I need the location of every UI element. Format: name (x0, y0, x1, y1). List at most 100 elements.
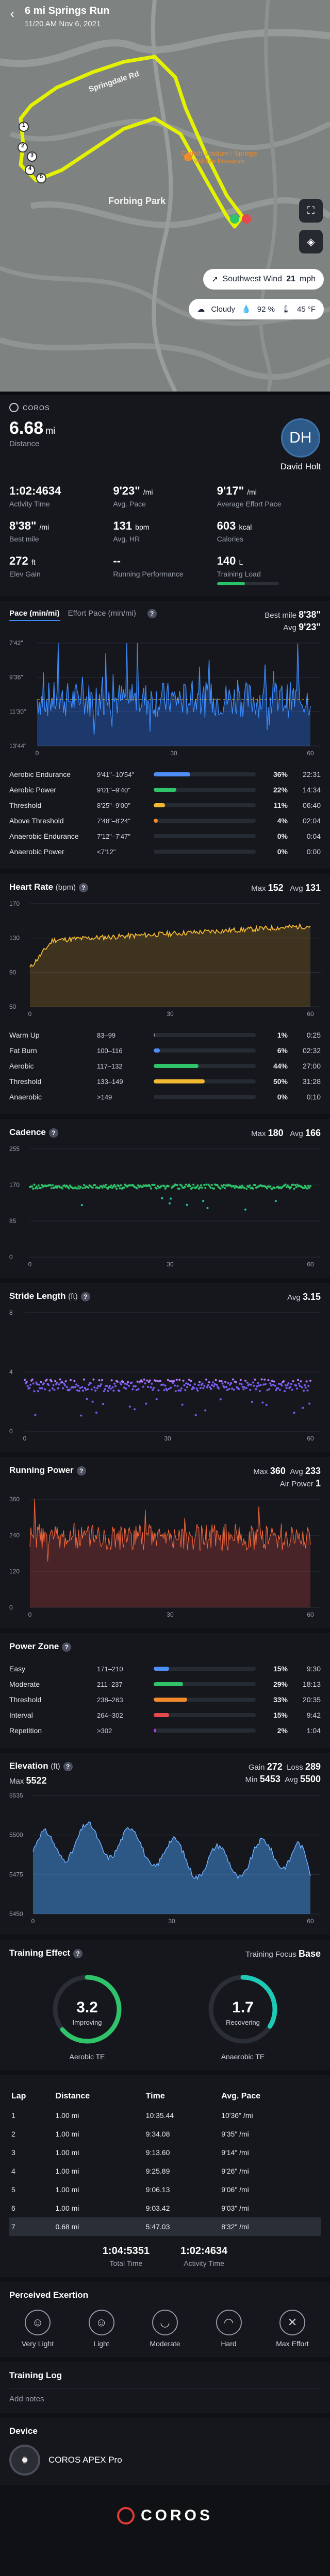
cadence-point (200, 1184, 202, 1187)
stride-point (304, 1386, 307, 1389)
cadence-point (34, 1187, 37, 1190)
stride-point (156, 1380, 159, 1382)
rpe-option[interactable]: ◡ Moderate (137, 2310, 193, 2348)
ring-fill (208, 1975, 277, 2044)
perceived-exertion-title: Perceived Exertion (9, 2290, 89, 2300)
rpe-option[interactable]: ☺ Very Light (9, 2310, 66, 2348)
hr-line (29, 923, 311, 968)
info-icon[interactable]: ? (76, 1466, 86, 1476)
layers-icon[interactable]: ◈ (299, 230, 323, 253)
stride-point (94, 1389, 97, 1392)
stride-point (89, 1382, 92, 1384)
cadence-point (123, 1187, 125, 1189)
pace-line (37, 642, 311, 736)
fullscreen-icon[interactable]: ⛶ (299, 199, 323, 223)
zone-range: >302 (97, 1726, 112, 1735)
stride-point (167, 1379, 169, 1381)
lap-cell: 9'35" /mi (221, 2130, 249, 2138)
rpe-label: Light (93, 2340, 109, 2348)
cadence-point (202, 1200, 205, 1202)
stat-training-load[interactable]: 140 L Training Load (217, 554, 321, 585)
info-icon[interactable]: ? (80, 1292, 90, 1301)
pace-chart[interactable]: 7'42" 9'36" 11'30" 13'44" 0 30 60 (9, 639, 321, 757)
stride-chart[interactable]: 8 4 0 0 30 60 (9, 1309, 321, 1443)
lap-row[interactable]: 2 1.00 mi 9:34.08 9'35" /mi (9, 2125, 321, 2143)
add-notes-field[interactable]: Add notes (9, 2388, 321, 2403)
stride-point (191, 1388, 193, 1391)
power-chart[interactable]: 360 240 120 0 0 30 60 (9, 1495, 321, 1619)
stride-point (76, 1389, 78, 1392)
zone-percent: 4% (277, 817, 288, 825)
chevron-left-icon[interactable]: ‹ (10, 6, 15, 21)
tab-effort-pace[interactable]: Effort Pace (min/mi) (68, 609, 136, 618)
lap-row[interactable]: 3 1.00 mi 9:13.60 9'14" /mi (9, 2143, 321, 2162)
elev-avg: 5500 (300, 1774, 321, 1784)
cadence-point (170, 1197, 172, 1200)
lap-row[interactable]: 6 1.00 mi 9:03.42 9'03" /mi (9, 2199, 321, 2217)
stat-running-performance[interactable]: -- Running Performance (113, 554, 184, 578)
zone-name: Moderate (9, 1680, 40, 1688)
info-icon[interactable]: ? (78, 883, 88, 892)
zone-range: 83–99 (97, 1031, 116, 1039)
cadence-chart[interactable]: 255 170 85 0 0 30 60 (9, 1145, 321, 1268)
aerobic-te[interactable]: 3.2 Improving Aerobic TE (48, 1971, 126, 2061)
stride-point (240, 1383, 243, 1385)
info-icon[interactable]: ? (48, 1128, 58, 1138)
stride-point (97, 1385, 100, 1387)
stride-point (227, 1382, 229, 1384)
info-icon[interactable]: ? (73, 1948, 83, 1958)
stride-point (87, 1388, 89, 1391)
y-tick-label: 0 (9, 1253, 13, 1261)
stride-point (284, 1384, 287, 1386)
cadence-point (113, 1184, 116, 1187)
stride-point (109, 1387, 112, 1390)
pace-zones: Aerobic Endurance 9'41"–10'54" 36% 22:31 Aer… (9, 767, 321, 859)
route-map[interactable]: ‹ 6 mi Springs Run 11/20 AM Nov 6, 2021 … (0, 0, 330, 392)
user-profile[interactable]: DH David Holt (280, 418, 321, 472)
laps-header-pace[interactable]: Avg. Pace (221, 2092, 261, 2100)
zone-time: 31:28 (302, 1077, 321, 1086)
cadence-point (203, 1184, 206, 1187)
zone-percent: 15% (273, 1665, 288, 1673)
stride-point (249, 1388, 252, 1391)
lap-cell: 9'26" /mi (221, 2167, 249, 2175)
rpe-option[interactable]: ◠ Hard (201, 2310, 257, 2348)
anaerobic-te[interactable]: 1.7 Recovering Anaerobic TE (204, 1971, 282, 2061)
stride-point (175, 1378, 178, 1381)
stride-point (204, 1409, 207, 1412)
info-icon[interactable]: ? (147, 609, 157, 618)
stride-point (168, 1387, 170, 1390)
x-tick-label: 60 (307, 1435, 314, 1442)
lap-row[interactable]: 5 1.00 mi 9:06.13 9'06" /mi (9, 2180, 321, 2199)
cadence-point (109, 1186, 111, 1189)
tab-pace[interactable]: Pace (min/mi) (9, 609, 60, 621)
stride-point (245, 1387, 248, 1389)
lap-marker: 4 (28, 165, 32, 172)
lap-row[interactable]: 1 1.00 mi 10:35.44 10'36" /mi (9, 2106, 321, 2125)
heart-rate-chart[interactable]: 170 130 90 50 0 30 60 (9, 900, 321, 1018)
cadence-point (216, 1184, 219, 1187)
x-tick-label: 0 (23, 1435, 27, 1442)
stat-best-mile: 8'38" /mi Best mile (9, 519, 50, 543)
stride-point (238, 1382, 241, 1385)
stride-point (306, 1389, 309, 1392)
lap-row[interactable]: 7 0.68 mi 5:47.03 8'32" /mi (9, 2217, 321, 2236)
stride-point (40, 1381, 42, 1383)
rpe-option[interactable]: ☺ Light (73, 2310, 130, 2348)
device-row[interactable]: ⌚ COROS APEX Pro (9, 2445, 321, 2476)
lap-row[interactable]: 4 1.00 mi 9:25.89 9'26" /mi (9, 2162, 321, 2180)
rpe-option[interactable]: ✕ Max Effort (264, 2310, 321, 2348)
elevation-area (33, 1822, 310, 1914)
laps-header-time[interactable]: Time (145, 2092, 165, 2100)
stride-point (43, 1388, 46, 1391)
info-icon[interactable]: ? (63, 1761, 73, 1771)
hr-avg: 131 (305, 883, 321, 893)
stride-point (58, 1383, 60, 1386)
x-tick-label: 0 (28, 1261, 32, 1268)
laps-header-distance[interactable]: Distance (55, 2092, 90, 2100)
stride-point (216, 1383, 218, 1386)
zone-row: Interval 264–302 15% 9:42 (9, 1707, 321, 1723)
elevation-chart[interactable]: 5535 5500 5475 5450 0 30 60 (9, 1791, 321, 1925)
info-icon[interactable]: ? (62, 1642, 72, 1652)
cadence-point (304, 1184, 306, 1187)
